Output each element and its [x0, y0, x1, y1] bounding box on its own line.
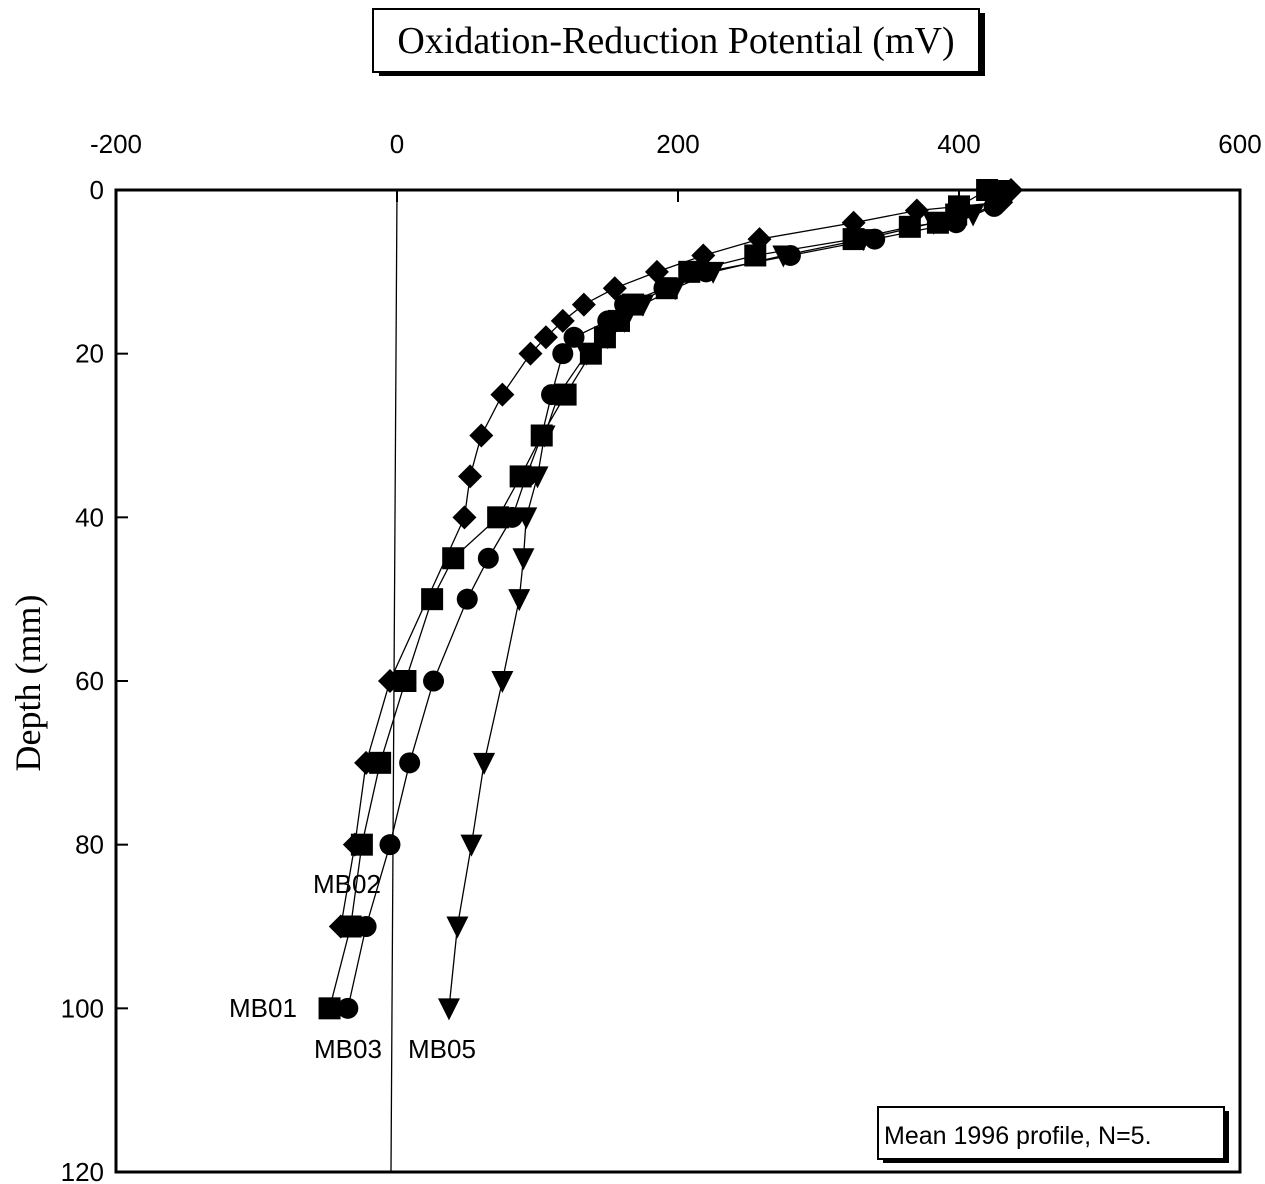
- series-line-mb03: [347, 193, 1005, 1009]
- data-point-mb05: [508, 589, 531, 612]
- data-point-mb05: [460, 834, 483, 857]
- data-point-mb03: [563, 326, 585, 348]
- data-point-mb01: [318, 997, 341, 1020]
- annotation-text: Mean 1996 profile, N=5.: [884, 1122, 1152, 1150]
- y-tick-label: 20: [75, 339, 104, 369]
- data-point-mb03: [552, 343, 574, 365]
- x-tick-label: 0: [390, 129, 404, 159]
- data-point-mb03: [355, 916, 377, 937]
- data-point-mb02: [469, 423, 494, 448]
- data-point-mb02: [328, 914, 353, 939]
- data-point-mb03: [614, 294, 636, 316]
- series-layer: [318, 178, 1023, 1021]
- data-point-mb02: [458, 464, 483, 489]
- data-point-mb02: [354, 750, 379, 775]
- data-point-mb01: [421, 588, 444, 611]
- data-point-mb03: [423, 670, 445, 692]
- y-tick-label: 60: [75, 666, 104, 696]
- y-axis-title: Depth (mm): [8, 595, 48, 772]
- data-point-mb02: [550, 308, 575, 333]
- axis-ticks: [115, 189, 1241, 1173]
- data-point-mb02: [691, 243, 716, 268]
- data-point-mb02: [533, 325, 558, 350]
- x-tick-label: 600: [1218, 129, 1261, 159]
- series-label-mb03: MB03: [314, 1034, 382, 1064]
- chart-title: Oxidation-Reduction Potential (mV): [397, 20, 954, 62]
- data-point-mb05: [512, 548, 535, 571]
- series-label-mb01: MB01: [229, 993, 297, 1023]
- y-tick-label: 40: [75, 502, 104, 532]
- series-mb03: [337, 183, 1015, 1019]
- x-tick-label: 400: [937, 129, 980, 159]
- y-tick-label: 120: [61, 1157, 104, 1184]
- data-point-mb05: [772, 245, 795, 268]
- data-point-mb05: [547, 384, 570, 407]
- data-point-mb02: [342, 832, 367, 857]
- y-tick-labels: 0 20 40 60 80 100 120: [61, 175, 104, 1184]
- data-point-mb05: [437, 998, 460, 1021]
- data-point-mb01: [394, 670, 417, 692]
- plot-area-frame: [114, 188, 1242, 1174]
- data-point-mb03: [399, 752, 421, 774]
- series-label-mb02: MB02: [313, 869, 381, 899]
- data-point-mb02: [904, 198, 929, 223]
- data-point-mb02: [841, 210, 866, 235]
- data-point-mb05: [987, 192, 1010, 215]
- data-point-mb02: [518, 341, 543, 366]
- data-point-mb02: [747, 227, 772, 252]
- data-point-mb03: [456, 588, 478, 610]
- data-point-mb05: [491, 671, 514, 693]
- series-label-mb05: MB05: [408, 1034, 476, 1064]
- data-point-mb05: [515, 507, 538, 530]
- data-point-mb03: [379, 834, 401, 856]
- data-point-mb05: [533, 425, 556, 448]
- data-point-mb02: [571, 292, 596, 317]
- annotation-frame: [877, 1106, 1225, 1160]
- data-point-mb01: [369, 751, 392, 774]
- data-point-mb03: [501, 506, 523, 528]
- data-point-mb05: [596, 327, 619, 350]
- x-tick-labels: -200 0 200 400 600: [90, 129, 1262, 159]
- data-point-mb02: [452, 505, 477, 530]
- series-line-mb05: [448, 190, 999, 1009]
- data-point-mb01: [898, 215, 921, 238]
- data-point-mb05: [852, 229, 875, 252]
- x-tick-label: 200: [656, 129, 699, 159]
- data-point-mb05: [613, 310, 636, 333]
- data-point-mb05: [702, 261, 725, 284]
- series-mb05: [437, 180, 1010, 1021]
- data-point-mb05: [664, 278, 687, 301]
- data-point-mb05: [987, 180, 1010, 202]
- series-mb01: [318, 179, 999, 1020]
- y-tick-label: 0: [90, 175, 104, 205]
- data-point-mb02: [490, 382, 515, 407]
- data-point-mb05: [631, 294, 654, 317]
- y-tick-label: 100: [61, 993, 104, 1023]
- data-point-mb05: [575, 343, 598, 366]
- data-point-mb02: [377, 669, 402, 693]
- data-point-mb01: [678, 260, 701, 283]
- data-point-mb05: [922, 212, 945, 235]
- chart-title-box: Oxidation-Reduction Potential (mV): [372, 8, 985, 76]
- data-point-mb03: [477, 547, 499, 569]
- y-tick-label: 80: [75, 830, 104, 860]
- data-point-mb05: [526, 466, 549, 489]
- data-point-mb03: [337, 997, 359, 1019]
- data-point-mb05: [473, 752, 496, 775]
- data-point-mb03: [945, 212, 967, 234]
- data-point-mb03: [597, 310, 619, 332]
- data-point-mb05: [446, 916, 469, 939]
- series-line-mb02: [340, 189, 1012, 927]
- title-box-frame: [372, 8, 980, 73]
- data-point-mb02: [602, 276, 627, 301]
- x-tick-label: -200: [90, 129, 142, 159]
- data-point-mb05: [962, 204, 985, 227]
- annotation-box: Mean 1996 profile, N=5.: [877, 1106, 1229, 1163]
